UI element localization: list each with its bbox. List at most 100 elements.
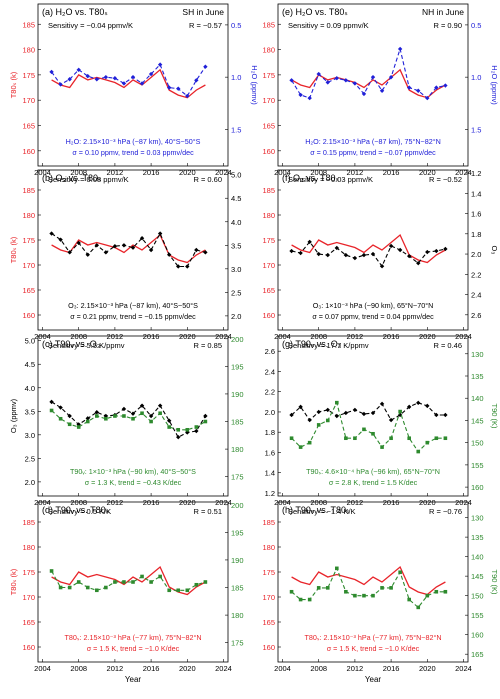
sensitivity-text: Sensitivy = −0.03 ppmv/K: [288, 175, 373, 184]
panel-h: 160 165 170 175 180 185 130 135 140 145 150 155 160 1…: [262, 501, 499, 684]
left-tick-label: 185: [22, 186, 35, 195]
data-point: [76, 67, 81, 73]
data-point: [371, 431, 375, 436]
right-tick-label: 2.4: [471, 291, 481, 300]
data-point: [76, 240, 81, 246]
data-point: [140, 574, 144, 579]
data-point: [407, 597, 411, 602]
data-point: [131, 580, 135, 584]
left-tick-label: 3.0: [25, 431, 35, 440]
plot-frame: [277, 3, 469, 167]
data-point: [335, 400, 339, 405]
left-tick-label: 2.0: [265, 408, 275, 417]
data-point: [388, 417, 394, 423]
region-label: SH in June: [182, 7, 224, 17]
right-tick-label: 150: [471, 439, 484, 448]
data-point: [406, 404, 412, 410]
right-tick-label: 1.0: [231, 73, 241, 82]
data-point: [397, 46, 403, 52]
data-point: [344, 589, 348, 594]
left-tick-label: 5.0: [25, 337, 35, 346]
data-point: [148, 413, 154, 419]
plot-frame: [277, 169, 469, 331]
data-point: [166, 418, 172, 423]
plot-frame: [37, 501, 229, 663]
x-tick-label: 2020: [179, 332, 196, 341]
x-tick-label: 2016: [143, 332, 160, 341]
data-point: [157, 62, 163, 67]
left-tick-label: 165: [22, 122, 35, 131]
left-tick-label: 175: [22, 568, 35, 577]
region-label: NH in June: [422, 7, 464, 17]
data-point: [157, 231, 163, 236]
data-point: [158, 411, 162, 416]
x-tick-label: 2024: [455, 664, 472, 673]
data-point: [289, 436, 294, 441]
correlation-text: R = −0.52: [429, 175, 462, 184]
right-tick-label: 175: [231, 639, 244, 648]
data-point: [361, 91, 367, 97]
data-point: [130, 411, 136, 416]
data-point: [94, 77, 100, 82]
data-point: [361, 252, 367, 258]
series-line-0: [291, 402, 446, 421]
left-tick-label: 165: [262, 122, 275, 131]
x-tick-label: 2024: [215, 664, 232, 673]
x-tick-label: 2004: [34, 332, 51, 341]
left-tick-label: 180: [22, 543, 35, 552]
left-tick-label: 2.5: [25, 454, 35, 463]
x-tick-label: 2024: [215, 332, 232, 341]
x-tick-label: 2020: [419, 168, 436, 177]
series-line-0: [51, 401, 206, 438]
data-point: [343, 410, 349, 416]
info-line-1: T90ₛ: 4.6×10⁻⁴ hPa (~96 km), 65°N~70°N: [306, 467, 440, 476]
x-tick-label: 2012: [347, 664, 364, 673]
x-tick-label: 2024: [215, 168, 232, 177]
data-point: [298, 250, 303, 256]
data-point: [203, 580, 208, 584]
left-tick-label: 160: [22, 643, 35, 652]
data-point: [425, 95, 430, 101]
data-point: [370, 410, 376, 416]
left-tick-label: 4.0: [25, 384, 35, 393]
right-tick-label: 2.0: [471, 250, 481, 259]
right-tick-label: 195: [231, 362, 244, 371]
info-line-1: T80ₛ: 2.15×10⁻³ hPa (~77 km), 75°N~82°N: [304, 633, 441, 642]
right-tick-label: 165: [471, 650, 484, 659]
right-tick-label: 2.0: [231, 312, 241, 321]
left-tick-label: 1.6: [265, 448, 275, 457]
right-tick-label: 130: [471, 350, 484, 359]
x-tick-label: 2016: [383, 664, 400, 673]
series-line-0: [51, 565, 206, 596]
data-point: [131, 416, 135, 421]
left-tick-label: 2.0: [25, 478, 35, 487]
data-point: [203, 413, 208, 419]
x-tick-label: 2020: [419, 332, 436, 341]
data-point: [194, 425, 199, 429]
left-tick-label: 175: [22, 71, 35, 80]
data-point: [139, 403, 145, 408]
x-tick-label: 2004: [274, 664, 291, 673]
data-point: [371, 593, 375, 598]
data-point: [185, 588, 190, 593]
series-line-1: [51, 410, 206, 431]
sensitivity-text: Sensitivy = 17.7 K/ppmv: [288, 341, 369, 350]
correlation-text: R = 0.60: [193, 175, 222, 184]
panel-c: 1601651701751801852.02.53.03.54.04.55.02…: [9, 169, 241, 341]
data-point: [344, 436, 348, 441]
right-axis-label: T90 (K): [490, 403, 499, 429]
data-point: [176, 434, 181, 440]
data-point: [325, 418, 330, 423]
data-point: [85, 416, 90, 421]
data-point: [361, 411, 367, 417]
panel-title: (g) T90ₛ vs. O₃: [282, 339, 342, 349]
data-point: [58, 237, 63, 242]
data-point: [362, 593, 366, 598]
data-point: [113, 414, 117, 418]
panel-title: (f) O₃ vs. T80ₛ: [282, 173, 339, 183]
data-point: [67, 585, 72, 590]
data-point: [416, 605, 421, 610]
left-tick-label: 175: [262, 71, 275, 80]
data-point: [121, 81, 127, 86]
left-tick-label: 175: [262, 236, 275, 245]
